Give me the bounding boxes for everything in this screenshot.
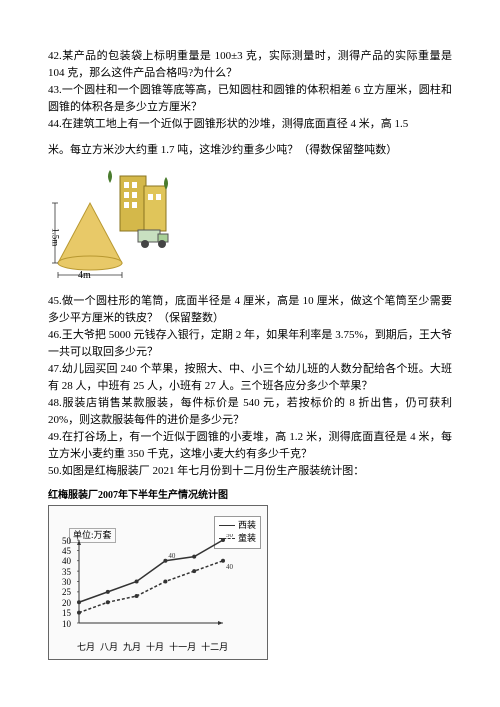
y-tick-label: 50 [57, 535, 71, 549]
question-43: 43.一个圆柱和一个圆锥等底等高，已知圆柱和圆锥的体积相差 6 立方厘米，圆柱和… [48, 82, 452, 115]
question-text: 49.在打谷场上，有一个近似于圆锥的小麦堆，高 1.2 米，测得底面直径是 4 … [48, 429, 452, 462]
question-text: 48.服装店销售某款服装，每件标价是 540 元，若按标价的 8 折出售，仍可获… [48, 395, 452, 428]
legend-solid-label: 西装 [238, 519, 256, 533]
question-text: 43.一个圆柱和一个圆锥等底等高，已知圆柱和圆锥的体积相差 6 立方厘米，圆柱和… [48, 82, 452, 115]
x-tick-label: 八月 [100, 641, 118, 655]
chart-title: 红梅服装厂2007年下半年生产情况统计图 [48, 488, 268, 503]
question-46: 46.王大爷把 5000 元钱存入银行，定期 2 年，如果年利率是 3.75%，… [48, 327, 452, 360]
height-dim-label: 1.5m [48, 228, 62, 246]
question-text: 46.王大爷把 5000 元钱存入银行，定期 2 年，如果年利率是 3.75%，… [48, 327, 452, 360]
svg-text:40: 40 [168, 551, 176, 559]
x-axis-labels: 七月八月九月十月十一月十二月 [77, 641, 228, 655]
question-text: 45.做一个圆柱形的笔筒，底面半径是 4 厘米，高是 10 厘米，做这个笔筒至少… [48, 293, 452, 326]
question-text: 50.如图是红梅服装厂 2021 年七月份到十二月份生产服装统计图： [48, 463, 452, 480]
sand-cone-figure: 1.5m 4m [48, 168, 198, 283]
line-chart-figure: 红梅服装厂2007年下半年生产情况统计图 西装 童装 单位:万套 405040 … [48, 488, 268, 660]
question-47: 47.幼儿园买回 240 个苹果，按照大、中、小三个幼儿班的人数分配给各个班。大… [48, 361, 452, 394]
chart-box: 西装 童装 单位:万套 405040 101520253035404550 七月… [48, 505, 268, 660]
x-tick-label: 十二月 [201, 641, 228, 655]
question-50: 50.如图是红梅服装厂 2021 年七月份到十二月份生产服装统计图： [48, 463, 452, 480]
question-text: 42.某产品的包装袋上标明重量是 100±3 克，实际测量时，测得产品的实际重量… [48, 48, 452, 81]
x-tick-label: 十月 [146, 641, 164, 655]
chart-plot: 40 50 40 [73, 534, 243, 629]
legend-solid: 西装 [219, 519, 256, 533]
svg-text:40: 40 [226, 562, 234, 570]
question-42: 42.某产品的包装袋上标明重量是 100±3 克，实际测量时，测得产品的实际重量… [48, 48, 452, 81]
question-text: 47.幼儿园买回 240 个苹果，按照大、中、小三个幼儿班的人数分配给各个班。大… [48, 361, 452, 394]
question-44a: 44.在建筑工地上有一个近似于圆锥形状的沙堆，测得底面直径 4 米，高 1.5 [48, 116, 452, 133]
question-44b: 米。每立方米沙大约重 1.7 吨，这堆沙约重多少吨？（得数保留整吨数） [48, 142, 452, 159]
sand-cone-svg [48, 168, 198, 283]
question-48: 48.服装店销售某款服装，每件标价是 540 元，若按标价的 8 折出售，仍可获… [48, 395, 452, 428]
x-tick-label: 十一月 [169, 641, 196, 655]
width-dim-label: 4m [78, 268, 91, 283]
x-tick-label: 七月 [77, 641, 95, 655]
question-text: 44.在建筑工地上有一个近似于圆锥形状的沙堆，测得底面直径 4 米，高 1.5 [48, 116, 452, 133]
svg-text:50: 50 [226, 534, 234, 539]
x-tick-label: 九月 [123, 641, 141, 655]
question-45: 45.做一个圆柱形的笔筒，底面半径是 4 厘米，高是 10 厘米，做这个笔筒至少… [48, 293, 452, 326]
question-49: 49.在打谷场上，有一个近似于圆锥的小麦堆，高 1.2 米，测得底面直径是 4 … [48, 429, 452, 462]
question-text: 米。每立方米沙大约重 1.7 吨，这堆沙约重多少吨？（得数保留整吨数） [48, 142, 452, 159]
